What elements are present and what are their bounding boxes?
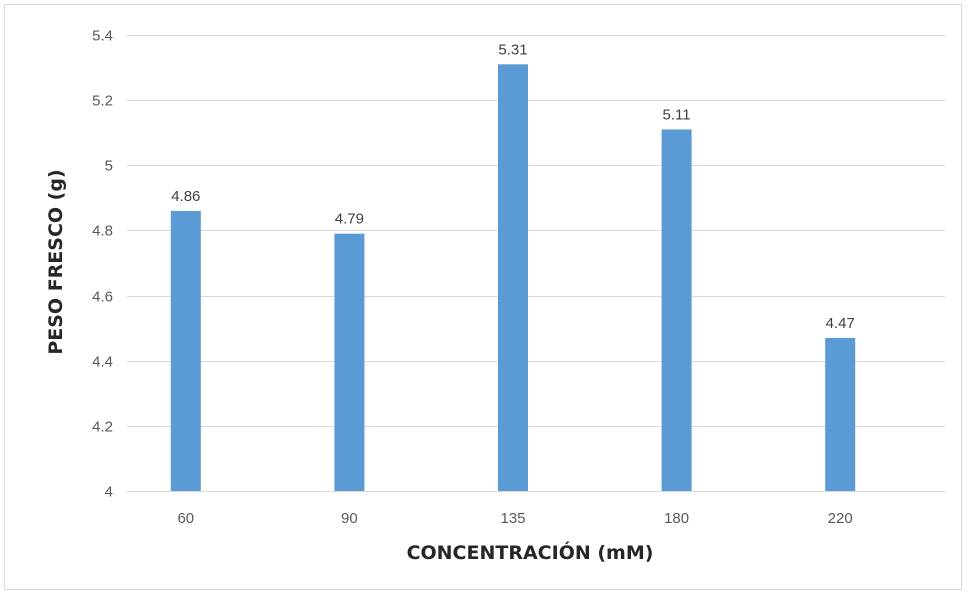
x-tick-label: 180 <box>664 510 689 527</box>
data-labels: 4.86 4.79 5.31 5.11 4.47 <box>171 41 855 332</box>
y-tick-label: 4.8 <box>92 223 113 240</box>
y-tick-label: 5.4 <box>92 28 113 45</box>
data-label: 4.86 <box>171 188 200 205</box>
data-label: 5.11 <box>663 106 691 123</box>
data-label: 4.47 <box>826 315 855 332</box>
y-tick-label: 4 <box>105 484 113 501</box>
x-axis-title: CONCENTRACIÓN (mM) <box>407 540 654 564</box>
x-tick-label: 135 <box>500 510 525 527</box>
y-tick-label: 4.2 <box>92 419 113 436</box>
y-tick-label: 5.2 <box>92 93 113 110</box>
y-tick-label: 4.6 <box>92 289 113 306</box>
data-label: 5.31 <box>498 41 527 58</box>
y-tick-label: 4.4 <box>92 354 113 371</box>
bar <box>334 233 365 491</box>
x-tick-label: 220 <box>828 510 853 527</box>
gridlines <box>127 35 945 492</box>
y-axis-title: PESO FRESCO (g) <box>45 169 67 354</box>
x-tick-label: 60 <box>177 510 194 527</box>
bar <box>825 337 856 491</box>
bars <box>170 64 856 492</box>
data-label: 4.79 <box>335 211 364 228</box>
bar <box>498 64 528 492</box>
y-tick-label: 5 <box>105 158 113 175</box>
x-tick-label: 90 <box>341 510 358 527</box>
x-axis-ticks: 60 90 135 180 220 <box>177 510 852 527</box>
bar <box>170 210 201 491</box>
bar <box>661 129 692 491</box>
y-axis-ticks: 4 4.2 4.4 4.6 4.8 5 5.2 5.4 <box>92 28 113 501</box>
